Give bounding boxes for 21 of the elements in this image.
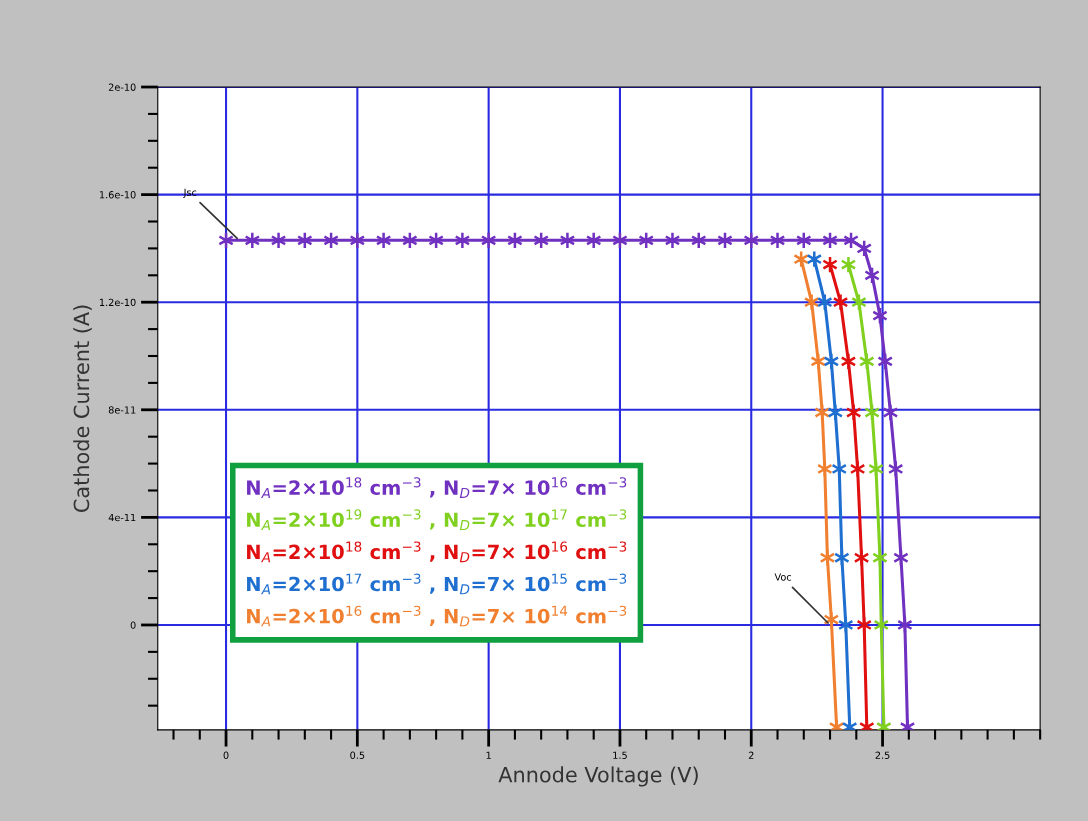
x-axis-title: Annode Voltage (V) [498, 766, 698, 787]
x-tick-label: 0.5 [350, 751, 365, 759]
text: N$_{A}$=2×10$^{18}$ cm$^{−3}$ , N$_{D}$=7× 10$^{16}$ cm$^{−3}$ [247, 477, 627, 498]
text: N$_{A}$=2×10$^{18}$ cm$^{−3}$ , N$_{D}$=7× 10$^{16}$ cm$^{−3}$ [247, 541, 627, 563]
annotation: Jsc [183, 188, 197, 198]
y-tick-label: 8e-11 [108, 406, 136, 414]
y-axis-title: Cathode Current (A) [73, 305, 92, 513]
x-tick-label: 2.5 [875, 751, 890, 759]
y-tick-label: 2e-10 [108, 83, 136, 91]
x-tick-label: 1.5 [613, 751, 627, 759]
x-tick-label: 0 [223, 751, 229, 759]
text: N$_{A}$=2×10$^{16}$ cm$^{−3}$ , N$_{D}$=7× 10$^{14}$ cm$^{−3}$ [247, 605, 627, 627]
x-tick-label: 2 [748, 751, 754, 759]
y-tick-label: 0 [130, 621, 136, 629]
y-tick-label: 1.2e-10 [99, 298, 136, 307]
annotation: Voc [774, 573, 792, 581]
text: N$_{A}$=2×10$^{19}$ cm$^{−3}$ , N$_{D}$=7× 10$^{17}$ cm$^{−3}$ [247, 509, 627, 531]
text: N$_{A}$=2×10$^{17}$ cm$^{−3}$ , N$_{D}$=7× 10$^{15}$ cm$^{−3}$ [247, 573, 627, 595]
y-tick-label: 4e-11 [108, 513, 136, 522]
x-tick-label: 1 [486, 751, 491, 759]
y-tick-label: 1.6e-10 [99, 191, 136, 199]
